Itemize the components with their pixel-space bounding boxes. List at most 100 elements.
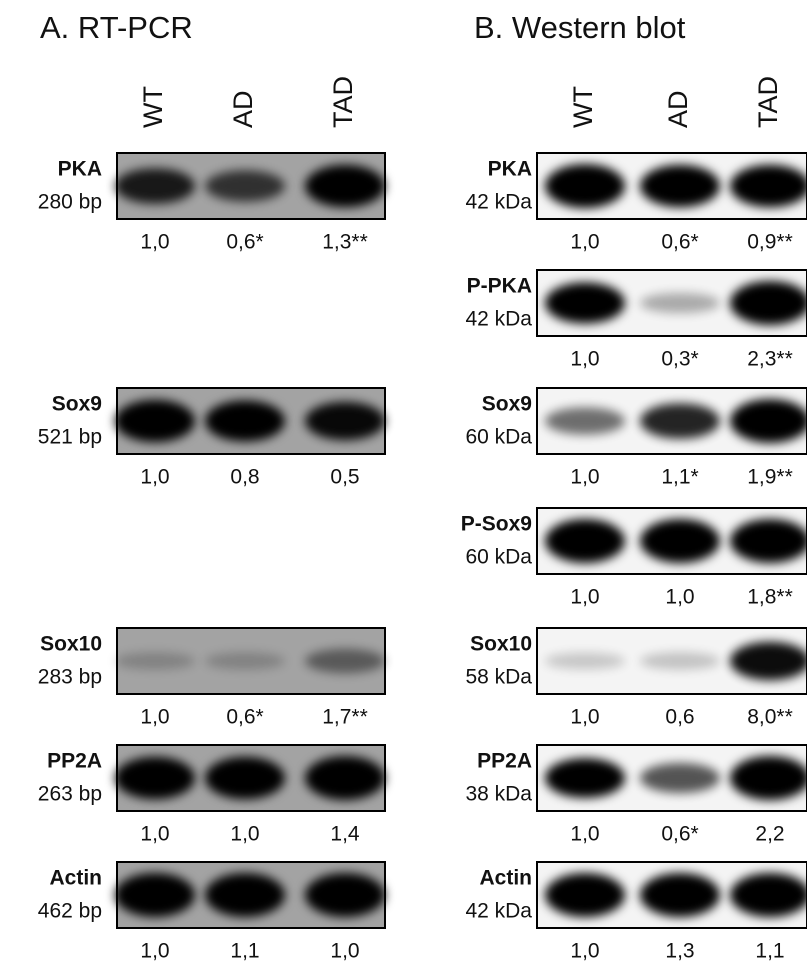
band [730,519,807,563]
row-size: 283 bp [38,666,102,689]
row-size: 38 kDa [465,783,532,806]
lane-label: AD [663,90,693,128]
blot [115,628,385,694]
band [205,757,285,800]
lane-label: TAD [753,76,783,128]
row-name: PP2A [477,750,532,773]
blot [537,388,807,454]
band [115,873,195,917]
band [640,403,720,439]
quantification: 2,3** [747,348,793,371]
quantification: 1,0 [570,586,599,609]
row-size: 60 kDa [465,546,532,569]
quantification: 0,6* [226,231,263,254]
band [305,756,385,800]
quantification: 0,5 [330,466,359,489]
band [205,873,285,917]
band [545,282,625,323]
row-size: 42 kDa [465,308,532,331]
blot [537,508,807,574]
quantification: 1,7** [322,706,368,729]
row-name: PKA [488,158,532,181]
blot [537,628,807,694]
quantification: 8,0** [747,706,793,729]
band [545,164,625,208]
band [640,763,720,793]
blot [537,153,807,219]
row-size: 42 kDa [465,900,532,923]
quantification: 1,0 [570,823,599,846]
blot [115,862,385,928]
quantification: 1,0 [665,586,694,609]
quantification: 0,6* [661,231,698,254]
row-name: PP2A [47,750,102,773]
quantification: 1,0 [230,823,259,846]
quantification: 1,0 [570,706,599,729]
lane-label: WT [138,86,168,128]
row-name: Actin [480,867,533,890]
panel-title: A. RT-PCR [40,10,193,45]
quantification: 1,0 [140,231,169,254]
band [730,281,807,325]
row-name: P-Sox9 [461,513,532,536]
band [305,402,385,440]
band [640,652,720,669]
quantification: 1,9** [747,466,793,489]
row-name: Sox9 [52,393,102,416]
blot [115,388,385,454]
band [730,756,807,800]
lane-label: WT [568,86,598,128]
band [115,652,195,669]
band [305,873,385,917]
blot [537,745,807,811]
row-size: 521 bp [38,426,102,449]
row-size: 462 bp [38,900,102,923]
band [545,653,625,670]
quantification: 1,0 [570,940,599,963]
band [115,400,195,443]
figure: A. RT-PCR B. Western blot WT AD TAD PKA 280 … [0,0,807,973]
band [730,399,807,443]
band [640,519,720,563]
band [640,873,720,917]
quantification: 0,9** [747,231,793,254]
row-name: Actin [50,867,103,890]
quantification: 1,0 [330,940,359,963]
band [640,165,720,208]
lane-label: AD [228,90,258,128]
row-name: P-PKA [467,275,532,298]
band [545,519,625,563]
band [545,873,625,917]
quantification: 1,1* [661,466,698,489]
panel-title: B. Western blot [474,10,686,45]
row-size: 58 kDa [465,666,532,689]
band [205,652,285,669]
quantification: 1,4 [330,823,360,846]
row-size: 42 kDa [465,191,532,214]
band [115,757,195,800]
quantification: 0,3* [661,348,698,371]
quantification: 1,0 [140,940,169,963]
quantification: 1,1 [755,940,784,963]
band [640,293,720,313]
row-name: Sox9 [482,393,532,416]
quantification: 1,3 [665,940,694,963]
quantification: 1,0 [570,231,599,254]
band [205,400,285,441]
quantification: 1,3** [322,231,368,254]
quantification: 1,0 [140,466,169,489]
quantification: 1,1 [230,940,259,963]
quantification: 0,6 [665,706,694,729]
blot [537,862,807,928]
lane-label: TAD [328,76,358,128]
band [305,649,385,673]
band [205,170,285,201]
blot [115,745,385,811]
blot [537,270,807,336]
quantification: 1,0 [570,348,599,371]
band [305,165,385,208]
row-size: 60 kDa [465,426,532,449]
quantification: 1,8** [747,586,793,609]
row-size: 280 bp [38,191,102,214]
quantification: 1,0 [570,466,599,489]
